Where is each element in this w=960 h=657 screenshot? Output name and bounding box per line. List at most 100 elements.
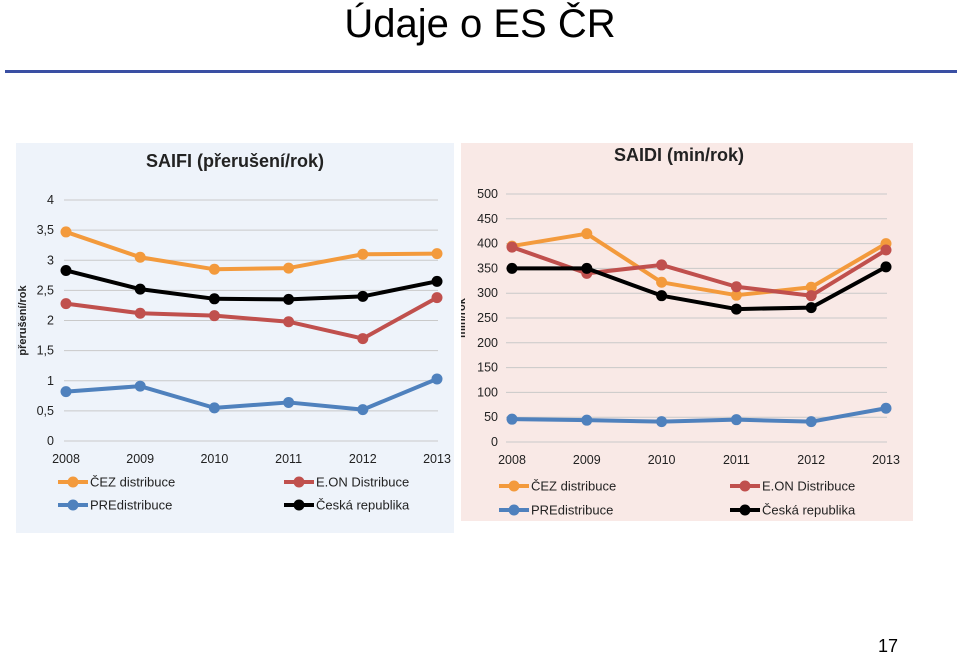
legend-swatch-marker [67,499,79,511]
data-point [60,226,72,238]
x-tick-label: 2011 [275,452,302,466]
data-point [730,414,742,426]
data-point [134,380,146,392]
data-point [805,416,817,428]
series-line [65,230,438,272]
series-line [511,231,888,298]
y-tick-label: 200 [477,336,498,350]
data-point [880,402,892,414]
legend-swatch-marker [508,480,520,492]
legend-label: E.ON Distribuce [762,479,855,494]
data-point [60,386,72,398]
data-point [730,281,742,293]
data-point [656,290,668,302]
data-point [805,281,817,293]
saifi-chart: SAIFI (přerušení/rok) 0 0,5 1 1,5 2 2,5 3 3,5 4 20… [16,143,454,533]
x-tick-label: 2011 [723,453,750,467]
data-point [283,316,295,328]
y-tick-label: 300 [477,286,498,300]
x-tick-label: 2009 [573,453,601,467]
data-point [357,290,369,302]
legend-label: PREdistribuce [90,498,172,513]
x-tick-label: 2010 [200,452,228,466]
legend-swatch-marker [293,499,305,511]
y-axis-title: min/rok [461,297,468,338]
y-tick-label: 1 [47,374,54,388]
legend-label: PREdistribuce [531,503,613,518]
legend-label: ČEZ distribuce [90,475,175,490]
legend-label: E.ON Distribuce [316,475,409,490]
y-axis-title: přerušení/rok [17,284,29,355]
legend-label: Česká republika [316,498,410,513]
data-point [60,298,72,310]
data-point [208,263,220,275]
chart-title: SAIDI (min/rok) [614,145,744,165]
y-tick-label: 50 [484,410,498,424]
y-tick-label: 3 [47,253,54,267]
data-point [506,262,518,274]
y-tick-label: 100 [477,385,498,399]
x-tick-label: 2008 [52,452,80,466]
data-point [283,262,295,274]
legend-label: Česká republika [762,503,856,518]
y-tick-label: 0,5 [37,404,54,418]
data-point [656,259,668,271]
series-line [65,268,438,302]
y-tick-label: 3,5 [37,223,54,237]
y-tick-label: 400 [477,237,498,251]
data-point [357,404,369,416]
data-point [880,244,892,256]
data-point [805,302,817,314]
data-point [283,396,295,408]
x-tick-label: 2012 [349,452,377,466]
y-tick-label: 4 [47,193,54,207]
x-tick-label: 2009 [126,452,154,466]
y-tick-label: 150 [477,361,498,375]
y-tick-label: 0 [491,435,498,449]
data-point [283,293,295,305]
data-point [431,373,443,385]
saidi-chart: SAIDI (min/rok) 0 50 100 150 200 250 300 350 400 4… [461,143,913,521]
data-point [60,264,72,276]
data-point [581,228,593,240]
y-tick-label: 2,5 [37,283,54,297]
data-point [656,276,668,288]
legend-label: ČEZ distribuce [531,479,616,494]
data-point [581,262,593,274]
y-tick-label: 350 [477,261,498,275]
data-point [208,310,220,322]
x-tick-label: 2008 [498,453,526,467]
data-point [880,261,892,273]
data-point [357,248,369,260]
data-point [581,414,593,426]
title-divider [5,70,957,73]
data-point [730,303,742,315]
y-tick-label: 0 [47,434,54,448]
legend-swatch-marker [739,480,751,492]
data-point [506,413,518,425]
x-tick-label: 2013 [423,452,451,466]
legend-swatch-marker [67,476,79,488]
data-point [431,275,443,287]
data-point [656,416,668,428]
y-tick-label: 250 [477,311,498,325]
legend-swatch-marker [508,504,520,516]
y-tick-label: 450 [477,212,498,226]
series-line [65,295,438,341]
chart-background [461,143,913,521]
series-line [65,377,438,412]
data-point [805,290,817,302]
data-point [134,283,146,295]
series-line [512,265,887,312]
data-point [431,292,443,304]
series-line [511,406,887,424]
data-point [134,251,146,263]
y-tick-label: 1,5 [37,344,54,358]
data-point [208,402,220,414]
x-tick-label: 2010 [648,453,676,467]
data-point [730,289,742,301]
legend-swatch-marker [739,504,751,516]
data-point [506,241,518,253]
data-point [357,333,369,345]
chart-title: SAIFI (přerušení/rok) [146,151,324,171]
